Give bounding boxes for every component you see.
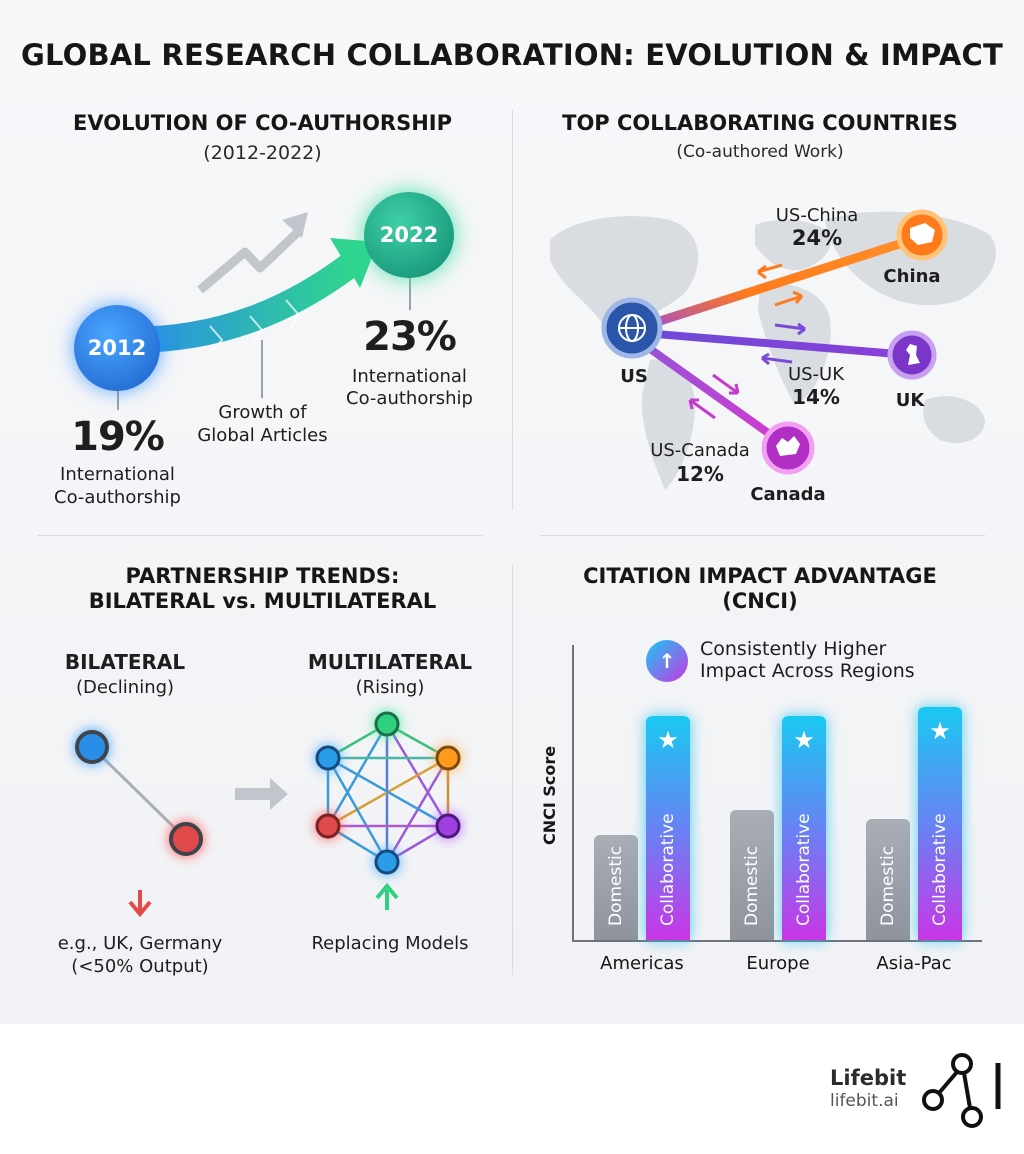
network-node-lower-left [315,813,341,839]
down-arrow-icon [128,890,152,918]
star-icon: ★ [657,726,679,754]
start-value: 19% [71,414,165,460]
growth-curve [129,254,358,353]
us-canada-pair: US-Canada [650,440,750,461]
bilateral-node-b [169,822,203,856]
bilateral-note-line1: e.g., UK, Germany [57,933,223,954]
brand-url: lifebit.ai [830,1091,899,1111]
uk-label: UK [895,390,925,411]
bar-series-label: Domestic [742,845,762,926]
start-label-line1: International [60,464,175,485]
citation-title-line1: CITATION IMPACT ADVANTAGE [583,564,937,588]
us-label: US [620,366,648,387]
multilateral-status: (Rising) [355,677,425,698]
domestic-bar-americas: Domestic [594,835,638,940]
partnership-title-line2: BILATERAL vs. MULTILATERAL [88,589,437,613]
collaborative-bar-asia-pac: Collaborative ★ [918,707,962,940]
x-axis-line [572,940,982,942]
year-2012-badge: 2012 [74,305,160,391]
multilateral-label: MULTILATERAL [307,650,473,674]
bilateral-status: (Declining) [75,677,175,698]
partnership-title-line1: PARTNERSHIP TRENDS: [125,564,400,588]
world-map-shapes [550,211,996,490]
bar-series-label: Collaborative [794,813,814,926]
callout-line2: Impact Across Regions [700,660,915,682]
network-node-bottom [374,849,400,875]
countries-title: TOP COLLABORATING COUNTRIES [562,111,958,135]
bilateral-link [90,745,188,841]
year-2022-badge: 2022 [364,192,454,278]
start-year-label: 2012 [87,336,147,360]
lifebit-logo-icon [922,1053,1001,1128]
china-map-icon [910,223,935,245]
collaboration-map [550,209,996,490]
multilateral-network [326,722,450,864]
countries-subtitle: (Co-authored Work) [676,142,844,162]
link-us-china [627,233,923,335]
callout-line1: Consistently Higher [700,638,887,660]
partnership-network-graphic [75,711,461,918]
growth-label-line2: Global Articles [197,425,328,446]
collaborative-bar-europe: Collaborative ★ [782,716,826,940]
canada-label: Canada [750,484,826,505]
divider-horizontal-right [540,535,985,536]
link-us-canada [628,332,789,449]
y-axis-label: CNCI Score [540,745,559,845]
growth-arrowhead [330,238,378,288]
us-china-share: 24% [791,226,843,250]
divider-vertical-top [512,110,513,510]
star-icon: ★ [929,717,951,745]
coauthorship-title: EVOLUTION OF CO-AUTHORSHIP [72,111,452,135]
citation-title-line2: (CNCI) [722,589,798,613]
footer: Lifebit lifebit.ai [0,1024,1024,1154]
link-us-uk [628,328,914,359]
start-label-line2: Co-authorship [54,487,181,508]
region-label-asia-pac: Asia-Pac [876,953,952,974]
bilateral-label: BILATERAL [64,650,186,674]
end-label-line2: Co-authorship [346,388,473,409]
uk-map-icon [906,344,920,365]
bilateral-node-a [75,730,109,764]
network-node-top [374,711,400,737]
end-year-label: 2022 [379,223,439,247]
cnci-bar-chart: Domestic Collaborative ★ Domestic Collaborat… [574,700,984,940]
divider-vertical-bottom [512,565,513,975]
bar-series-label: Collaborative [930,813,950,926]
coauthorship-period: (2012-2022) [203,142,322,164]
us-canada-share: 12% [676,462,724,486]
us-uk-pair: US-UK [787,364,845,385]
up-arrow-icon [375,882,399,910]
bar-series-label: Collaborative [658,813,678,926]
network-node-upper-left [315,745,341,771]
region-label-europe: Europe [746,953,810,974]
divider-horizontal-left [38,535,483,536]
us-uk-share: 14% [792,385,840,409]
network-node-upper-right [435,745,461,771]
star-icon: ★ [793,726,815,754]
trend-arrow-icon [197,226,304,294]
china-label: China [883,266,941,287]
bar-series-label: Domestic [878,845,898,926]
trend-arrowhead [282,212,308,238]
multilateral-note: Replacing Models [311,933,469,954]
impact-up-icon: ↑ [646,640,688,682]
y-axis-line [572,645,574,940]
collaborative-bar-americas: Collaborative ★ [646,716,690,940]
growth-label-line1: Growth of [218,402,307,423]
network-node-lower-right [435,813,461,839]
us-china-pair: US-China [775,205,859,226]
bilateral-note-line2: (<50% Output) [71,956,209,977]
end-value: 23% [363,314,457,360]
domestic-bar-europe: Domestic [730,810,774,940]
page-title: GLOBAL RESEARCH COLLABORATION: EVOLUTION… [20,38,1003,72]
domestic-bar-asia-pac: Domestic [866,819,910,940]
canada-map-icon [776,436,800,456]
end-label-line1: International [352,366,467,387]
region-label-americas: Americas [600,953,684,974]
bar-series-label: Domestic [606,845,626,926]
brand-name: Lifebit [830,1066,907,1090]
transition-arrow-icon [235,778,288,810]
